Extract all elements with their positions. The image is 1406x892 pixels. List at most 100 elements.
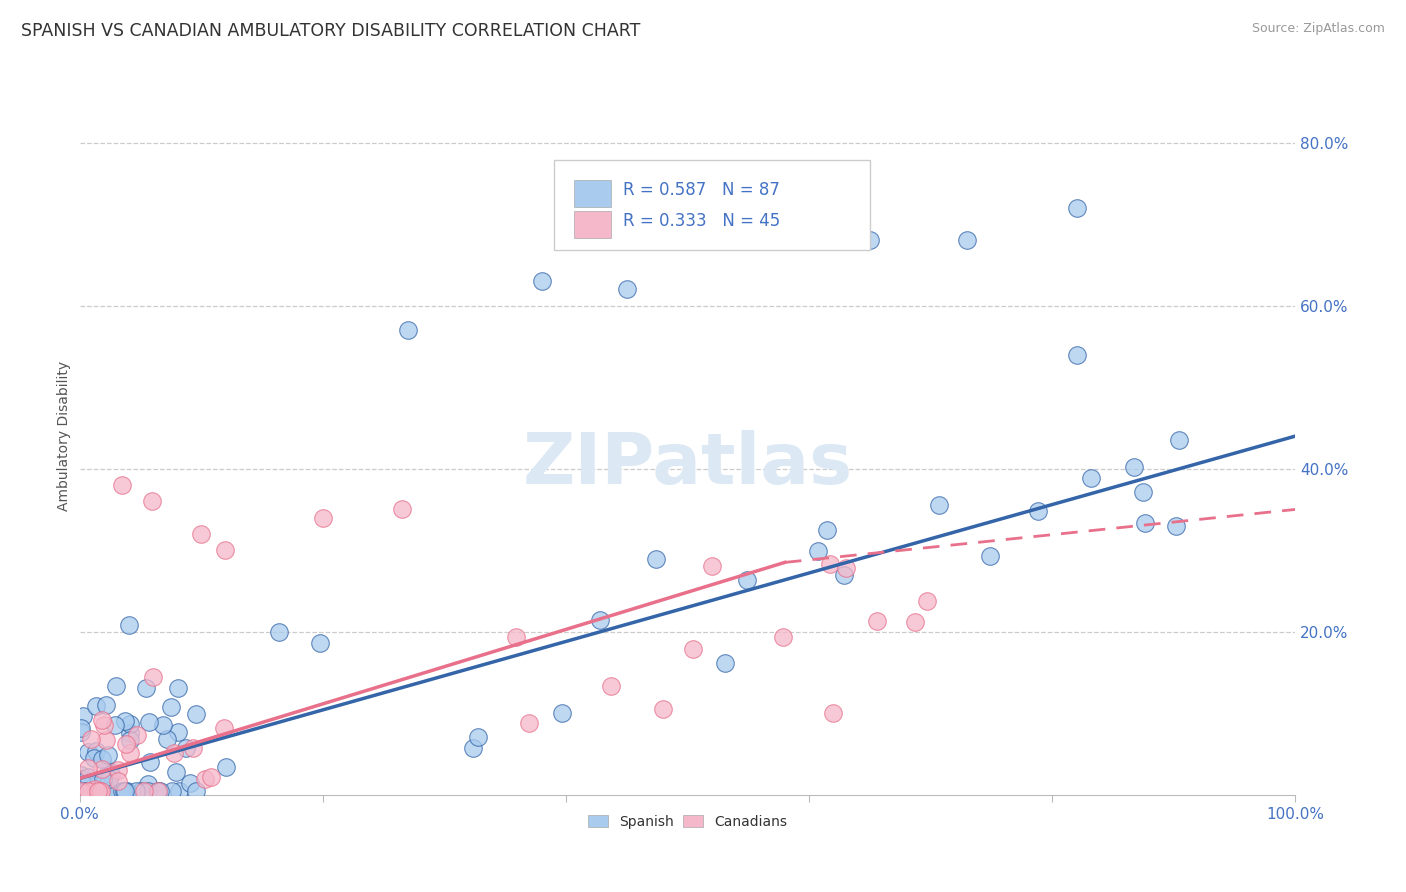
Point [200,770,222,784]
Legend: Spanish, Canadians: Spanish, Canadians [582,809,793,834]
Point [93,717,115,731]
Point [98,764,121,778]
Point [652,702,675,716]
Point [96,783,118,797]
Point [77,761,100,775]
Point [70,768,93,782]
Point [166,725,188,739]
Point [97,748,120,763]
Point [186,783,208,797]
Point [823,706,845,721]
Point [91,783,114,797]
Text: R = 0.333   N = 45: R = 0.333 N = 45 [623,212,780,230]
Point [167,783,190,797]
Point [956,234,979,248]
Point [183,740,205,755]
Point [114,783,136,797]
Point [1132,484,1154,499]
Point [1123,459,1146,474]
Point [517,716,540,731]
Point [131,783,153,797]
Point [551,706,574,720]
Point [90,783,112,797]
Point [91,752,114,766]
Point [391,502,413,516]
Point [69,783,91,797]
Point [118,747,141,761]
Point [156,731,179,746]
Point [807,544,830,558]
Point [141,494,163,508]
Point [98,783,121,797]
Point [928,498,950,512]
Point [214,543,236,558]
Point [70,772,93,786]
Point [159,700,181,714]
Point [146,783,169,797]
FancyBboxPatch shape [575,211,610,238]
Point [162,783,184,797]
Point [124,783,146,797]
Point [165,765,187,780]
Text: ZIPatlas: ZIPatlas [523,430,852,500]
Point [84,783,107,797]
Point [1026,504,1049,518]
Point [87,783,110,797]
FancyBboxPatch shape [575,180,610,207]
Point [139,755,162,769]
Point [1133,516,1156,530]
Point [396,323,419,337]
Point [215,760,238,774]
Point [84,698,107,713]
Point [772,630,794,644]
Point [94,698,117,712]
Point [616,282,638,296]
Point [815,523,838,537]
Point [112,783,135,797]
Point [120,726,142,740]
Point [194,772,217,787]
Point [138,714,160,729]
Point [530,274,553,288]
Point [190,527,212,541]
Point [1164,519,1187,533]
Point [115,737,138,751]
Point [162,746,184,760]
Point [309,635,332,649]
Point [120,733,142,747]
Point [77,745,100,759]
Point [72,709,94,723]
Point [80,732,103,747]
Point [904,615,927,630]
Point [104,718,127,732]
Point [83,782,105,797]
Point [682,642,704,657]
Point [70,725,93,739]
Point [84,783,107,797]
Point [111,478,134,492]
Point [120,717,142,731]
Point [104,679,127,693]
Point [212,721,235,735]
Point [107,763,129,777]
Point [589,614,612,628]
Point [505,630,527,644]
Point [111,783,134,797]
Point [1167,433,1189,447]
Point [865,615,887,629]
Point [94,733,117,747]
Point [136,777,159,791]
FancyBboxPatch shape [554,160,870,250]
Point [149,783,172,797]
Point [77,783,100,797]
Point [146,783,169,797]
Point [834,561,856,575]
Point [312,510,335,524]
Point [91,783,114,797]
Point [97,772,120,786]
Point [80,783,103,797]
Text: SPANISH VS CANADIAN AMBULATORY DISABILITY CORRELATION CHART: SPANISH VS CANADIAN AMBULATORY DISABILIT… [21,22,641,40]
Point [979,549,1001,563]
Point [107,773,129,788]
Point [832,568,855,582]
